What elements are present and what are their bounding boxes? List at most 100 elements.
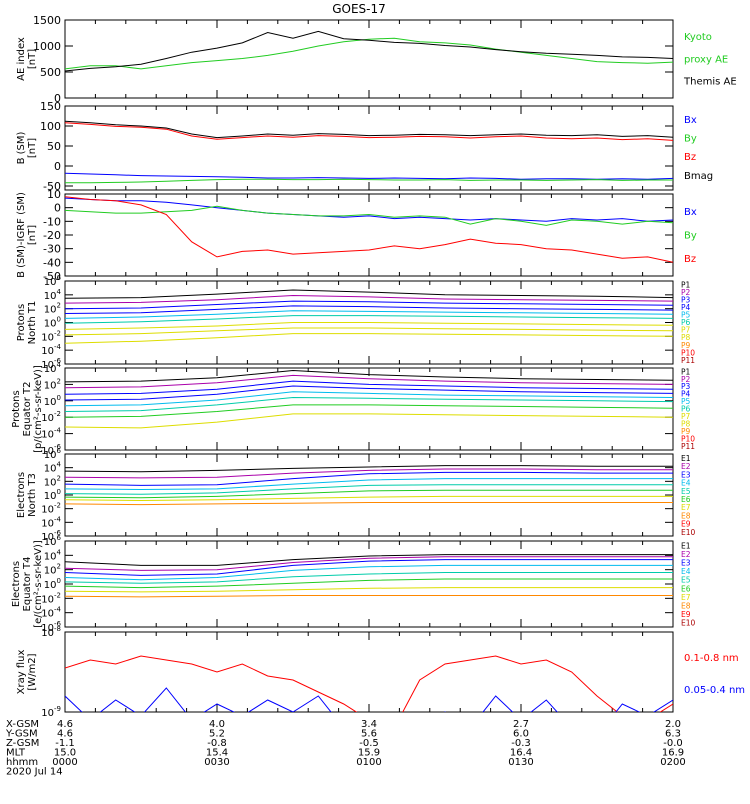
x-axis-row-value: 15.9 bbox=[358, 748, 380, 759]
x-axis-date: 2020 Jul 14 bbox=[6, 767, 63, 778]
xray-ylabel: [W/m2] bbox=[27, 653, 38, 690]
protons_t2-legend-label: P4 bbox=[681, 390, 691, 399]
electrons_t4-ytick-label: 10-2 bbox=[41, 591, 61, 605]
protons_t1-series-p7 bbox=[65, 322, 673, 330]
electrons_t4-legend-label: E4 bbox=[681, 567, 691, 576]
protons_t2-legend-label: P11 bbox=[681, 442, 695, 451]
electrons_t4-legend-label: E7 bbox=[681, 593, 691, 602]
x-axis-row-value: 15.0 bbox=[54, 748, 76, 759]
chart-title: GOES-17 bbox=[332, 2, 386, 16]
electrons_t3-legend-label: E10 bbox=[681, 528, 696, 537]
protons_t1-legend-label: P5 bbox=[681, 311, 691, 320]
protons_t2-legend-label: P10 bbox=[681, 434, 695, 443]
protons_t1-series-p1 bbox=[65, 289, 673, 299]
electrons_t4-ylabel: [e/(cm²-s-sr-keV)] bbox=[33, 540, 44, 628]
x-axis-row-value: 0200 bbox=[660, 757, 685, 768]
electrons_t4-series-e3 bbox=[65, 559, 673, 576]
electrons_t3-series-e8 bbox=[65, 502, 673, 506]
xray-ytick-label: 10-8 bbox=[41, 625, 61, 639]
electrons_t4-legend-label: E10 bbox=[681, 619, 696, 628]
ae-ytick-label: 1000 bbox=[33, 40, 61, 53]
xray-ylabel: Xray flux bbox=[16, 650, 27, 695]
electrons_t3-series-e5 bbox=[65, 484, 673, 495]
electrons_t3-ylabel: Electrons bbox=[16, 472, 27, 518]
ae-series-kyoto-proxy-ae bbox=[65, 37, 673, 70]
electrons_t4-series-e7 bbox=[65, 587, 673, 593]
b_sm_igrf-ylabel: [nT] bbox=[27, 225, 38, 245]
electrons_t3-ytick-label: 10-2 bbox=[41, 502, 61, 516]
protons_t1-legend-label: P4 bbox=[681, 303, 691, 312]
x-axis-row-value: -0.5 bbox=[359, 738, 379, 749]
protons_t2-ylabel: Protons bbox=[11, 390, 22, 427]
protons_t2-legend-label: P3 bbox=[681, 382, 691, 391]
b_sm_igrf-ytick-label: -40 bbox=[43, 256, 61, 269]
protons_t2-series-p5 bbox=[65, 391, 673, 407]
x-axis-row-label: hhmm bbox=[6, 757, 38, 768]
electrons_t4-legend-label: E8 bbox=[681, 602, 691, 611]
x-axis-row-value: 16.4 bbox=[510, 748, 532, 759]
protons_t2-series-p3 bbox=[65, 380, 673, 395]
b_sm-ytick-label: 0 bbox=[54, 160, 61, 173]
b_sm-series-bx bbox=[65, 172, 673, 180]
x-axis-row-value: 4.6 bbox=[57, 729, 73, 740]
xray-legend-label: 0.1-0.8 nm bbox=[684, 653, 739, 664]
protons_t1-series-p8 bbox=[65, 327, 673, 336]
ae-ylabel: AE index bbox=[16, 37, 27, 81]
ae-ylabel: [nT] bbox=[27, 49, 38, 69]
electrons_t4-series-e1 bbox=[65, 554, 673, 566]
protons_t2-legend-label: P7 bbox=[681, 412, 691, 421]
electrons_t4-legend-label: E9 bbox=[681, 610, 691, 619]
electrons_t3-series-e4 bbox=[65, 478, 673, 491]
ae-ytick-label: 500 bbox=[40, 66, 61, 79]
electrons_t3-legend-label: E8 bbox=[681, 511, 691, 520]
electrons_t3-series-e2 bbox=[65, 468, 673, 479]
b_sm_igrf-series-bz bbox=[65, 196, 673, 263]
protons_t2-series-p2 bbox=[65, 374, 673, 389]
protons_t2-series-p8 bbox=[65, 413, 673, 429]
electrons_t3-legend-label: E3 bbox=[681, 470, 691, 479]
electrons_t4-frame bbox=[64, 540, 674, 628]
protons_t1-ytick-label: 106 bbox=[44, 274, 62, 288]
electrons_t4-ytick-label: 10-6 bbox=[41, 620, 61, 634]
electrons_t3-ytick-label: 104 bbox=[44, 461, 62, 475]
x-axis-row-value: 0100 bbox=[356, 757, 381, 768]
protons_t1-ytick-label: 102 bbox=[44, 302, 61, 316]
protons_t2-series-p6 bbox=[65, 396, 673, 412]
b_sm-ytick-label: -50 bbox=[43, 180, 61, 193]
electrons_t3-legend-label: E6 bbox=[681, 495, 691, 504]
b_sm_igrf-legend-label: Bx bbox=[684, 207, 697, 218]
b_sm-legend-label: Bx bbox=[684, 115, 697, 126]
b_sm_igrf-ytick-label: -50 bbox=[43, 270, 61, 283]
electrons_t3-series-e7 bbox=[65, 495, 673, 502]
electrons_t3-series-e6 bbox=[65, 489, 673, 499]
electrons_t3-ytick-label: 106 bbox=[44, 447, 62, 461]
x-axis-row-value: 0130 bbox=[508, 757, 533, 768]
protons_t2-legend-label: P2 bbox=[681, 375, 691, 384]
b_sm-ylabel: [nT] bbox=[27, 138, 38, 158]
b_sm-ytick-label: 100 bbox=[40, 120, 61, 133]
ae-frame bbox=[64, 19, 674, 99]
electrons_t4-series-e6 bbox=[65, 578, 673, 589]
protons_t2-legend-label: P6 bbox=[681, 405, 691, 414]
b_sm_igrf-frame bbox=[64, 193, 674, 277]
x-axis-row-value: 6.3 bbox=[665, 729, 681, 740]
ae-legend-label: Kyoto bbox=[684, 32, 712, 43]
b_sm-series-bmag bbox=[65, 120, 673, 139]
x-axis-row-value: 5.6 bbox=[361, 729, 377, 740]
ae-ytick-label: 0 bbox=[54, 92, 61, 105]
electrons_t4-ytick-label: 100 bbox=[44, 577, 61, 591]
x-axis-row-value: 16.9 bbox=[662, 748, 684, 759]
electrons_t4-series-e5 bbox=[65, 572, 673, 584]
electrons_t3-series-e3 bbox=[65, 471, 673, 486]
x-axis-row-value: 4.6 bbox=[57, 719, 73, 730]
x-axis-row-value: -0.3 bbox=[511, 738, 531, 749]
protons_t1-series-p4 bbox=[65, 305, 673, 314]
electrons_t4-series-e8 bbox=[65, 595, 673, 598]
protons_t2-series-p7 bbox=[65, 404, 673, 418]
electrons_t4-ytick-label: 10-4 bbox=[41, 606, 61, 620]
x-axis-row-label: Y-GSM bbox=[5, 729, 38, 740]
ae-ytick-label: 1500 bbox=[33, 14, 61, 27]
b_sm-ytick-label: 150 bbox=[40, 100, 61, 113]
protons_t1-legend-label: P9 bbox=[681, 341, 691, 350]
